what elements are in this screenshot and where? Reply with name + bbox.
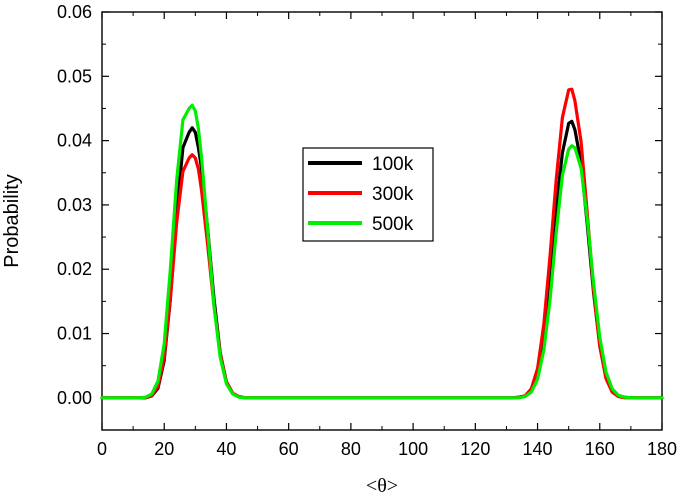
- y-tick-label: 0.03: [57, 195, 92, 215]
- y-tick-label: 0.01: [57, 324, 92, 344]
- y-tick-label: 0.05: [57, 66, 92, 86]
- legend-label-300k: 300k: [372, 184, 414, 205]
- axis-ticks: 0 20 40 60 80 100 120 140 160 180 0.00 0.01 0.02 0.03…: [57, 2, 677, 459]
- legend-label-500k: 500k: [372, 214, 414, 235]
- x-tick-label: 180: [647, 439, 677, 459]
- x-axis-title: <θ>: [366, 475, 398, 497]
- y-axis-title: Probability: [1, 174, 23, 267]
- series-line-500k: [100, 103, 664, 400]
- x-tick-label: 60: [279, 439, 299, 459]
- y-tick-label: 0.04: [57, 131, 92, 151]
- legend: 100k 300k 500k: [302, 147, 434, 242]
- series-line-300k: [100, 87, 664, 400]
- x-tick-label: 100: [398, 439, 428, 459]
- y-tick-label: 0.02: [57, 259, 92, 279]
- series-lines: [100, 87, 664, 400]
- legend-label-100k: 100k: [372, 154, 414, 175]
- x-tick-label: 160: [585, 439, 615, 459]
- x-tick-label: 0: [97, 439, 107, 459]
- x-tick-label: 120: [460, 439, 490, 459]
- x-tick-label: 140: [523, 439, 553, 459]
- x-tick-label: 80: [341, 439, 361, 459]
- y-tick-label: 0.00: [57, 388, 92, 408]
- x-tick-label: 40: [216, 439, 236, 459]
- y-tick-label: 0.06: [57, 2, 92, 22]
- x-tick-label: 20: [154, 439, 174, 459]
